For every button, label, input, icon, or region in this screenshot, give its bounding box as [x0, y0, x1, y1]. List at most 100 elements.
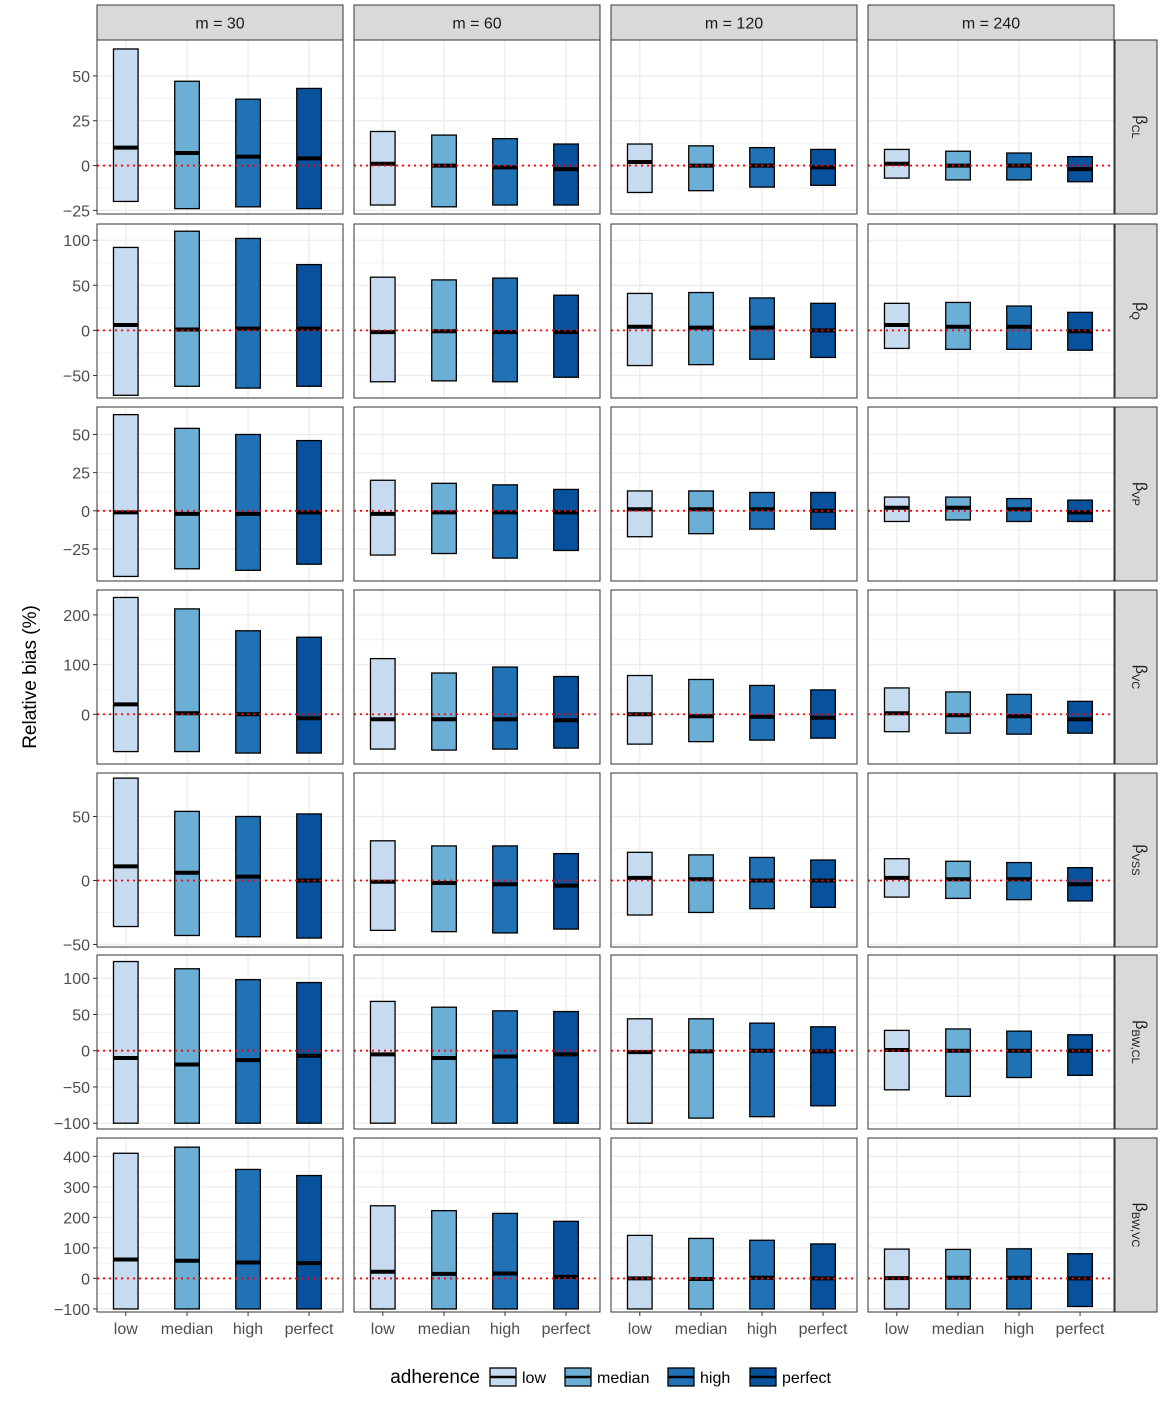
panel-border [610, 772, 858, 948]
bar-high [235, 433, 261, 571]
bar-perfect [553, 294, 580, 378]
column-strip-label: m = 30 [195, 16, 244, 33]
bar-median [431, 1210, 457, 1310]
facet-panel [867, 1137, 1115, 1313]
facet-panel [353, 223, 601, 399]
x-tick-label: high [490, 1321, 520, 1338]
y-tick-label: 50 [72, 278, 90, 295]
panel-border [96, 39, 344, 215]
bar-perfect [810, 1026, 837, 1107]
facet-panel [353, 1137, 601, 1313]
bar-low [626, 143, 653, 194]
bar-low [626, 292, 653, 367]
column-strip [610, 4, 858, 41]
x-tick-label: high [233, 1321, 263, 1338]
bar-low [883, 1029, 910, 1091]
bar-median [431, 845, 457, 933]
bar-median [174, 608, 200, 753]
y-tick-label: 50 [72, 810, 90, 827]
panel-border [867, 406, 1115, 582]
panel-border [96, 223, 344, 399]
bar-low [369, 276, 396, 383]
panel-border [353, 1137, 601, 1313]
bar-high [1006, 1030, 1032, 1079]
panel-grid: m = 30 m = 60 m = 120 m = 240 βCL −25 0 25 50 βQ −… [54, 4, 1158, 1338]
panel-background [868, 40, 1114, 214]
bar-median [174, 80, 200, 210]
bar-median [688, 1018, 714, 1119]
facet-panel [96, 772, 344, 948]
bar-low [883, 687, 910, 733]
bar-median [945, 691, 971, 734]
bar-low [369, 657, 396, 750]
legend-label: low [522, 1370, 546, 1387]
panel-border [353, 589, 601, 765]
bar-perfect [553, 143, 580, 206]
y-tick-label: 0 [81, 1271, 90, 1288]
y-tick-label: −50 [63, 937, 90, 954]
panel-border [96, 1137, 344, 1313]
panel-border [353, 39, 601, 215]
x-tick-label: perfect [285, 1321, 334, 1338]
bar-perfect [296, 813, 323, 939]
column-strip-label: m = 60 [452, 16, 501, 33]
facet-panel [96, 39, 344, 215]
facet-panel [96, 954, 344, 1130]
facet-panel [610, 772, 858, 948]
facet-panel [867, 39, 1115, 215]
facet-panel [96, 223, 344, 399]
bar-high [749, 856, 775, 910]
y-tick-label: −100 [54, 1302, 90, 1319]
bar-perfect [553, 1220, 580, 1310]
facet-panel [610, 223, 858, 399]
panel-border [353, 772, 601, 948]
bar-median [688, 1237, 714, 1310]
row-strip [1114, 406, 1158, 582]
x-tick-label: median [418, 1321, 470, 1338]
facet-panel [867, 406, 1115, 582]
panel-border [96, 772, 344, 948]
row-strip [1114, 39, 1158, 215]
panel-border [353, 406, 601, 582]
column-strip-label: m = 240 [962, 16, 1020, 33]
bar-low [369, 1205, 396, 1310]
bar-median [431, 1006, 457, 1124]
bar-median [688, 854, 714, 914]
x-tick-label: low [628, 1321, 652, 1338]
bar-high [492, 666, 518, 750]
x-tick-label: median [161, 1321, 213, 1338]
row-strip-label: βBW,CL [1129, 1020, 1149, 1063]
bar-perfect [296, 263, 323, 387]
bar-high [492, 1212, 518, 1310]
bar-high [492, 845, 518, 934]
x-tick-label: perfect [542, 1321, 591, 1338]
legend-label: high [700, 1370, 730, 1387]
panel-border [867, 772, 1115, 948]
panel-border [610, 589, 858, 765]
row-strip [1114, 589, 1158, 765]
y-tick-label: 0 [81, 1044, 90, 1061]
bar-low [112, 48, 139, 203]
bar-perfect [553, 852, 580, 930]
facet-panel [353, 589, 601, 765]
panel-border [610, 223, 858, 399]
facet-panel [96, 589, 344, 765]
bar-median [431, 482, 457, 555]
row-strip [1114, 1137, 1158, 1313]
y-tick-label: 300 [63, 1180, 90, 1197]
y-tick-label: −50 [63, 1080, 90, 1097]
bar-low [112, 960, 139, 1124]
legend-label: perfect [782, 1370, 831, 1387]
bar-median [431, 134, 457, 208]
bar-perfect [296, 439, 323, 565]
row-strip-label: βVP [1129, 482, 1149, 506]
y-tick-label: 100 [63, 1241, 90, 1258]
bar-high [492, 1010, 518, 1124]
facet-panel [867, 223, 1115, 399]
facet-panel [867, 954, 1115, 1130]
facet-panel [867, 589, 1115, 765]
x-tick-label: perfect [799, 1321, 848, 1338]
bar-high [235, 630, 261, 754]
bar-median [688, 145, 714, 192]
facet-panel [353, 772, 601, 948]
